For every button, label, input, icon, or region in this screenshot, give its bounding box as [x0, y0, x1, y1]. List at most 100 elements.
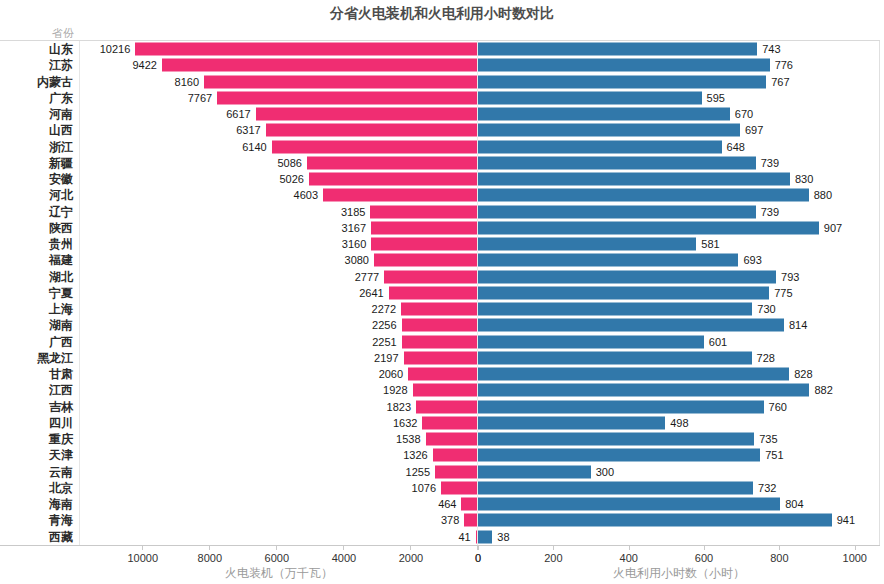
capacity-bar[interactable] [402, 335, 477, 348]
hours-value: 595 [707, 92, 725, 103]
table-row: 河北4603880 [0, 187, 879, 203]
province-label: 黑龙江 [0, 350, 80, 366]
capacity-value: 6317 [236, 125, 260, 136]
capacity-plot-cell: 7767 [80, 90, 478, 106]
hours-value: 735 [759, 434, 777, 445]
capacity-bar[interactable] [464, 514, 477, 527]
capacity-value: 3080 [345, 255, 369, 266]
capacity-bar[interactable] [408, 368, 477, 381]
capacity-bar[interactable] [135, 43, 477, 56]
hours-bar[interactable] [478, 286, 769, 299]
hours-bar[interactable] [478, 368, 789, 381]
hours-value: 728 [757, 352, 775, 363]
hours-bar[interactable] [478, 498, 780, 511]
hours-bar[interactable] [478, 59, 770, 72]
capacity-bar[interactable] [404, 351, 477, 364]
capacity-bar[interactable] [162, 59, 477, 72]
axis-tick-mark [343, 546, 344, 550]
hours-plot-cell: 739 [478, 204, 879, 220]
table-row: 吉林1823760 [0, 399, 879, 415]
hours-plot-cell: 828 [478, 366, 879, 382]
hours-bar[interactable] [478, 514, 832, 527]
capacity-bar[interactable] [402, 319, 477, 332]
hours-value: 880 [814, 190, 832, 201]
table-row: 四川1632498 [0, 415, 879, 431]
capacity-value: 2777 [355, 271, 379, 282]
hours-bar[interactable] [478, 465, 591, 478]
hours-bar[interactable] [478, 303, 752, 316]
axis-tick-mark [855, 546, 856, 550]
hours-bar[interactable] [478, 449, 760, 462]
hours-bar[interactable] [478, 433, 754, 446]
province-label: 内蒙古 [0, 74, 80, 90]
hours-bar[interactable] [478, 221, 819, 234]
hours-bar[interactable] [478, 124, 740, 137]
capacity-bar[interactable] [370, 205, 477, 218]
hours-bar[interactable] [478, 384, 809, 397]
hours-bar[interactable] [478, 189, 809, 202]
hours-bar[interactable] [478, 75, 766, 88]
table-row: 天津1326751 [0, 447, 879, 463]
capacity-bar[interactable] [401, 303, 477, 316]
hours-bar[interactable] [478, 254, 738, 267]
hours-bar[interactable] [478, 173, 790, 186]
capacity-bar[interactable] [433, 449, 477, 462]
capacity-value: 8160 [175, 76, 199, 87]
capacity-plot-cell: 6617 [80, 106, 478, 122]
capacity-value: 1326 [403, 450, 427, 461]
axis-tick-mark [553, 546, 554, 550]
capacity-bar[interactable] [413, 384, 477, 397]
hours-bar[interactable] [478, 481, 753, 494]
capacity-value: 2251 [372, 336, 396, 347]
capacity-bar[interactable] [217, 91, 477, 104]
capacity-bar[interactable] [422, 416, 477, 429]
hours-value: 760 [769, 401, 787, 412]
capacity-bar[interactable] [441, 481, 477, 494]
capacity-value: 41 [458, 531, 470, 542]
hours-plot-cell: 601 [478, 334, 879, 350]
capacity-bar[interactable] [476, 530, 477, 543]
axis-tick-mark [478, 546, 479, 550]
capacity-bar[interactable] [374, 254, 477, 267]
hours-bar[interactable] [478, 238, 696, 251]
hours-bar[interactable] [478, 156, 756, 169]
capacity-bar[interactable] [371, 238, 477, 251]
hours-bar[interactable] [478, 91, 702, 104]
hours-value: 670 [735, 109, 753, 120]
capacity-bar[interactable] [309, 173, 477, 186]
axis-tick-label: 800 [770, 552, 788, 564]
hours-value: 907 [824, 222, 842, 233]
hours-bar[interactable] [478, 270, 776, 283]
capacity-bar[interactable] [204, 75, 477, 88]
table-row: 安徽5026830 [0, 171, 879, 187]
hours-bar[interactable] [478, 530, 492, 543]
hours-bar[interactable] [478, 205, 756, 218]
hours-bar[interactable] [478, 140, 722, 153]
hours-bar[interactable] [478, 351, 752, 364]
axis-title-row: 火电装机（万千瓦） 火电利用小时数（小时） [0, 565, 880, 584]
hours-bar[interactable] [478, 335, 704, 348]
capacity-bar[interactable] [384, 270, 477, 283]
capacity-bar[interactable] [416, 400, 477, 413]
province-label: 河北 [0, 187, 80, 203]
table-row: 重庆1538735 [0, 431, 879, 447]
hours-value: 581 [701, 239, 719, 250]
capacity-bar[interactable] [272, 140, 477, 153]
capacity-bar[interactable] [323, 189, 477, 202]
capacity-bar[interactable] [461, 498, 477, 511]
capacity-bar[interactable] [307, 156, 477, 169]
province-label: 山西 [0, 122, 80, 138]
capacity-bar[interactable] [371, 221, 477, 234]
capacity-bar[interactable] [389, 286, 477, 299]
capacity-bar[interactable] [256, 108, 477, 121]
hours-bar[interactable] [478, 43, 757, 56]
table-row: 浙江6140648 [0, 139, 879, 155]
capacity-bar[interactable] [426, 433, 477, 446]
capacity-value: 1076 [412, 482, 436, 493]
capacity-bar[interactable] [266, 124, 477, 137]
hours-bar[interactable] [478, 416, 665, 429]
hours-bar[interactable] [478, 400, 764, 413]
capacity-bar[interactable] [435, 465, 477, 478]
hours-bar[interactable] [478, 108, 730, 121]
hours-bar[interactable] [478, 319, 784, 332]
